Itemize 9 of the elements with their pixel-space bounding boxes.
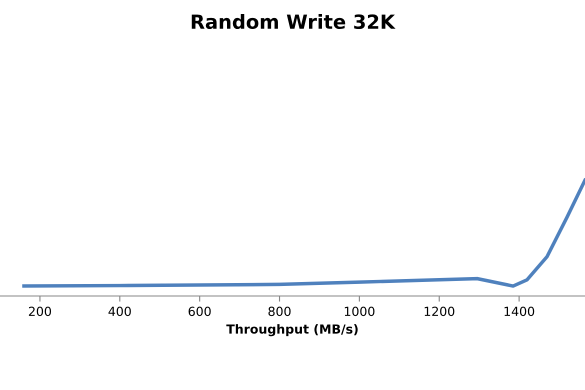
x-tick-label: 200 — [28, 306, 52, 316]
x-tick-label: 600 — [188, 306, 211, 316]
x-axis-title: Throughput (MB/s) — [226, 324, 358, 336]
chart-title: Random Write 32K — [192, 14, 396, 30]
x-tick-label: 1200 — [424, 306, 454, 316]
x-tick-label: 1000 — [344, 306, 374, 316]
x-tick-label: 400 — [108, 306, 131, 316]
x-tick-label: 800 — [268, 306, 291, 316]
x-tick-label: 1400 — [504, 306, 534, 316]
